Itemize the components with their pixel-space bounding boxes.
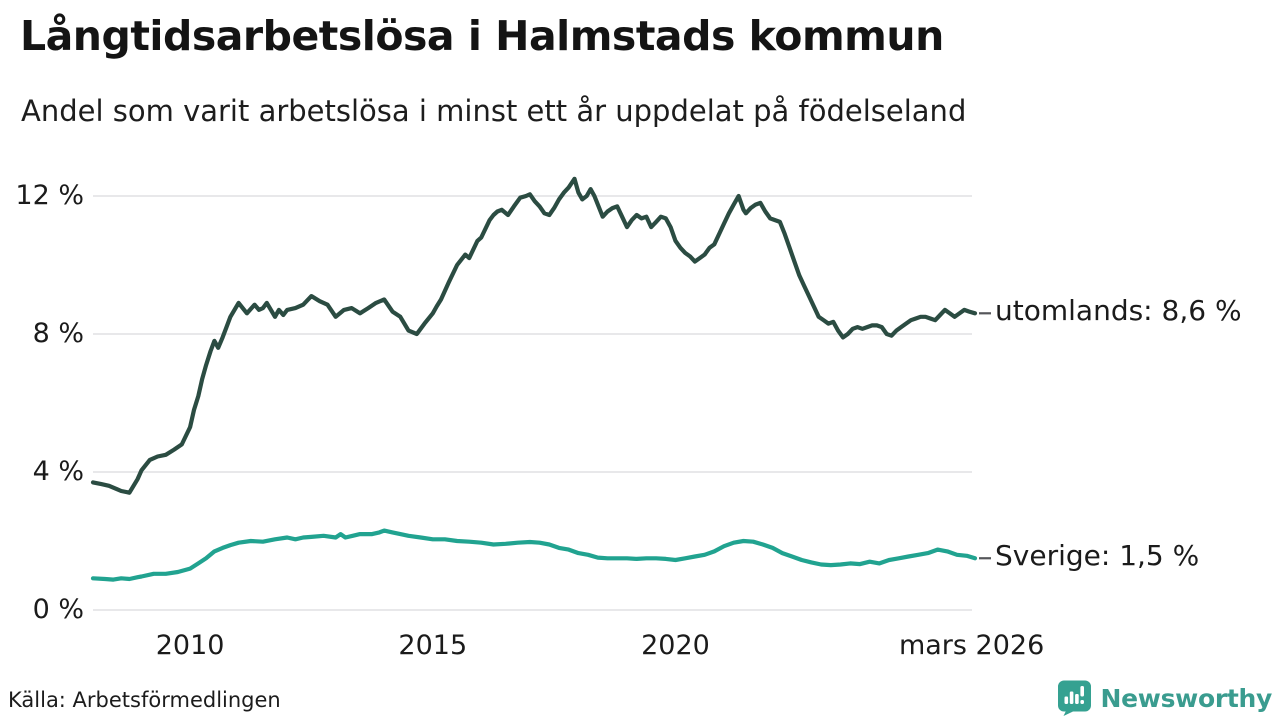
bar-chart-speech-bubble-icon <box>1056 679 1093 717</box>
x-tick-label: 2020 <box>641 630 710 661</box>
x-tick-label: 2010 <box>155 630 225 661</box>
page-subtitle: Andel som varit arbetslösa i minst ett å… <box>21 94 967 128</box>
newsworthy-logo[interactable]: Newsworthy <box>1056 679 1273 717</box>
series-end-label-utomlands: utomlands: 8,6 % <box>995 294 1242 328</box>
source-note: Källa: Arbetsförmedlingen <box>8 688 281 712</box>
x-tick-label: 2015 <box>398 630 468 661</box>
x-tick-label: mars 2026 <box>898 630 1045 661</box>
y-tick-label: 4 % <box>32 456 84 487</box>
y-tick-label: 0 % <box>32 594 84 625</box>
newsworthy-wordmark: Newsworthy <box>1100 683 1273 713</box>
page-title: Långtidsarbetslösa i Halmstads kommun <box>20 12 944 60</box>
series-line-utomlands <box>90 176 978 495</box>
y-tick-label: 8 % <box>32 318 84 349</box>
series-line-sverige <box>90 528 978 582</box>
series-end-label-sverige: Sverige: 1,5 % <box>995 539 1200 573</box>
y-tick-label: 12 % <box>15 180 84 211</box>
